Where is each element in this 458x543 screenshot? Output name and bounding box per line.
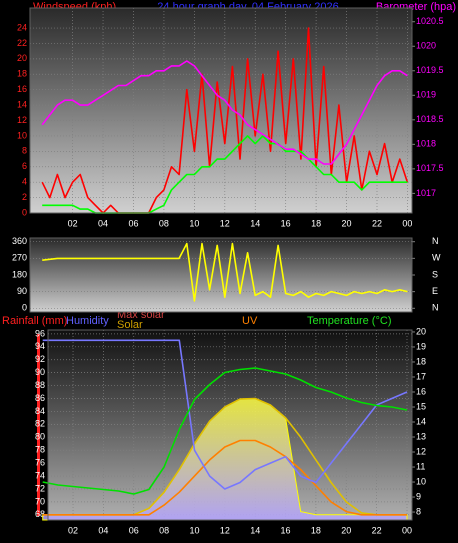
y-tick-label: 16 [17,84,27,94]
y-tick-label: 90 [35,367,45,377]
uv-label: UV [242,315,258,327]
y-tick-label: 270 [12,253,27,263]
y-tick-label: 82 [35,419,45,429]
y-tick-label: 180 [12,269,27,279]
y-tick-label: 74 [35,470,45,480]
x-tick-label: 18 [311,525,321,535]
rainfall-label: Rainfall (mm) [2,315,67,327]
line [42,367,408,495]
y-tick-label: 90 [17,286,27,296]
y-tick-label: 10 [17,130,27,140]
x-tick-label: 00 [402,525,412,535]
y2-tick-label: 20 [416,326,426,336]
line [41,60,408,165]
x-tick-label: 18 [311,218,321,228]
y-tick-label: 96 [35,328,45,338]
plot-border [29,237,413,313]
y2-tick-label: 10 [416,476,426,486]
x-tick-label: 08 [159,525,169,535]
y2-tick-label: 17 [416,371,426,381]
y2-tick-label: 1017 [416,188,436,198]
x-tick-label: 16 [281,218,291,228]
x-tick-label: 02 [68,218,78,228]
x-tick-label: 12 [220,218,230,228]
y2-tick-label: 1020 [416,41,436,51]
y-tick-label: 20 [17,53,27,63]
y2-tick-label: 11 [416,461,425,471]
y2-tick-label: 14 [416,416,426,426]
temperature-label: Temperature (°C) [307,315,391,327]
x-tick-label: 20 [341,525,351,535]
y-tick-label: 2 [22,192,27,202]
y-tick-label: 84 [35,406,45,416]
y-tick-label: 76 [35,458,45,468]
x-tick-label: 00 [402,218,412,228]
y2-tick-label: 1018 [416,139,436,149]
y-tick-label: 72 [35,483,45,493]
x-tick-label: 04 [98,218,108,228]
y2-tick-label: W [432,253,441,263]
y-tick-label: 70 [35,496,45,506]
x-tick-label: 08 [159,218,169,228]
y-tick-label: 94 [35,341,45,351]
line [42,339,408,490]
y2-tick-label: N [432,303,439,313]
x-tick-label: 02 [68,525,78,535]
y2-tick-label: 12 [416,446,426,456]
y-tick-label: 0 [22,207,27,217]
y-tick-label: 86 [35,393,45,403]
x-tick-label: 14 [250,525,260,535]
y2-tick-label: 15 [416,401,426,411]
y-tick-label: 22 [17,38,27,48]
solar-label: Solar [117,319,143,331]
y2-tick-label: 18 [416,356,426,366]
x-tick-label: 22 [372,525,382,535]
plot-border [29,7,413,214]
y2-tick-label: N [432,236,439,246]
y-tick-label: 80 [35,432,45,442]
y-tick-label: 360 [12,236,27,246]
y-tick-label: 0 [22,303,27,313]
plot-border [47,329,413,521]
x-tick-label: 06 [128,218,138,228]
x-tick-label: 04 [98,525,108,535]
x-tick-label: 20 [342,218,352,228]
humidity-label: Humidity [66,315,109,327]
y-tick-label: 78 [35,445,45,455]
y-tick-label: 18 [17,69,27,79]
rainfall-axis [37,334,40,516]
y2-tick-label: 1019 [416,90,436,100]
y-tick-label: 24 [17,22,27,32]
y-tick-label: 4 [22,177,27,187]
y2-tick-label: 1019.5 [416,65,444,75]
y2-tick-label: E [432,286,438,296]
x-tick-label: 16 [281,525,291,535]
line [42,439,407,516]
line [42,242,408,302]
y2-tick-label: 13 [416,431,426,441]
y-tick-label: 92 [35,354,45,364]
y2-tick-label: 16 [416,386,426,396]
y-tick-label: 12 [17,115,27,125]
y2-tick-label: 1020.5 [416,16,444,26]
x-tick-label: 10 [189,218,199,228]
y-tick-label: 68 [35,509,45,519]
y2-tick-label: 1018.5 [416,114,444,124]
x-tick-label: 12 [220,525,230,535]
x-tick-label: 22 [372,218,382,228]
x-tick-label: 10 [189,525,199,535]
y2-tick-label: S [432,269,438,279]
x-tick-label: 14 [250,218,260,228]
y-tick-label: 88 [35,380,45,390]
y2-tick-label: 8 [416,506,421,516]
y-tick-label: 8 [22,146,27,156]
y2-tick-label: 1017.5 [416,163,444,173]
y-tick-label: 6 [22,161,27,171]
y2-tick-label: 9 [416,491,421,501]
y2-tick-label: 19 [416,341,426,351]
y-tick-label: 14 [17,99,27,109]
x-tick-label: 06 [129,525,139,535]
